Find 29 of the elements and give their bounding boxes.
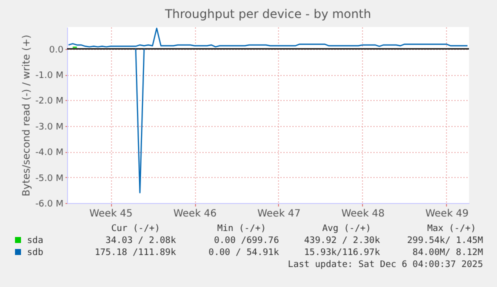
- x-tick-label: Week 48: [341, 208, 385, 220]
- chart-title: Throughput per device - by month: [164, 7, 372, 21]
- text: 0.00 /699.76: [214, 236, 279, 246]
- x-tick-label: Week 47: [257, 208, 301, 220]
- y-tick-label: -1.0 M: [35, 71, 64, 82]
- y-tick-label: -6.0 M: [35, 200, 64, 210]
- text: 439.92 / 2.30k: [304, 236, 381, 246]
- y-tick-label: -4.0 M: [35, 148, 64, 158]
- y-tick-label: 0.0: [49, 45, 64, 56]
- text: Min (-/+): [217, 224, 266, 234]
- text: 84.00M/ 8.12M: [412, 248, 484, 258]
- text: 0.00 / 54.91k: [208, 248, 280, 258]
- y-tick-label: -2.0 M: [35, 96, 64, 107]
- text: Cur (-/+): [111, 224, 160, 234]
- x-tick-label: Week 46: [173, 208, 217, 220]
- x-tick-label: Week 45: [89, 208, 133, 220]
- text: 15.93k/116.97k: [304, 248, 381, 258]
- text: 299.54k/ 1.45M: [407, 236, 484, 246]
- y-axis-title: Bytes/second read (-) / write (+): [21, 34, 32, 196]
- x-tick-label: Week 49: [425, 208, 469, 220]
- text: 34.03 / 2.08k: [106, 236, 177, 246]
- text: 175.18 /111.89k: [94, 248, 177, 258]
- y-tick-label: -5.0 M: [35, 174, 64, 184]
- legend-label: sda: [27, 236, 44, 246]
- y-tick-label: -3.0 M: [35, 122, 64, 132]
- legend-label: sdb: [27, 248, 44, 258]
- text: Last update: Sat Dec 6 04:00:37 2025: [288, 260, 483, 270]
- text: Avg (-/+): [322, 224, 371, 234]
- text: Max (-/+): [427, 224, 476, 234]
